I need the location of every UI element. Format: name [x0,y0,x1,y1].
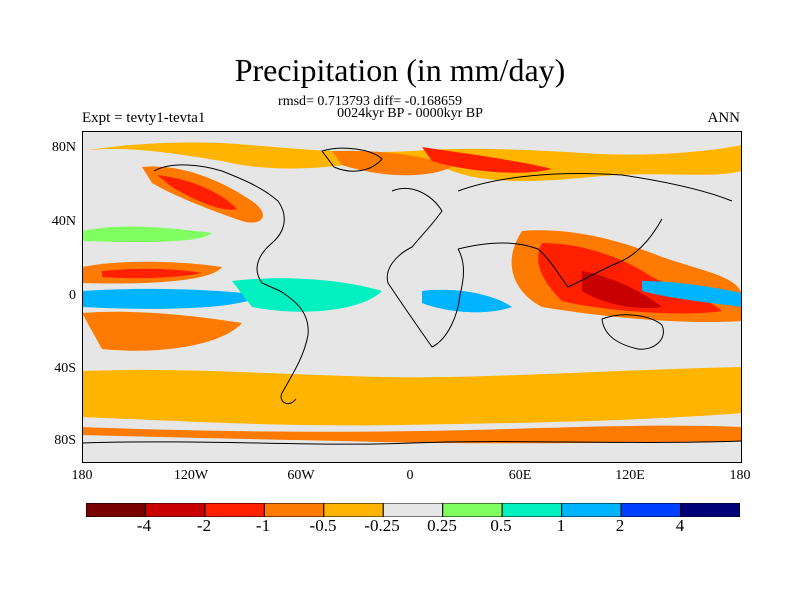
greenland-coastline [321,147,383,172]
colorbar-boxes [86,503,740,517]
map-title: Precipitation (in mm/day) [234,52,566,88]
precipitation-difference-map [82,131,742,463]
x-tick-label: 120W [173,468,209,483]
colorbar-box [442,503,503,517]
antarctica-coastline [82,440,742,445]
y-tick-label: 40N [51,214,76,229]
time-period: 0024kyr BP - 0000kyr BP [337,106,483,121]
colorbar-label: -0.5 [309,516,337,535]
rmsd-diff-stats: rmsd= 0.713793 diff= -0.168659 [278,94,462,109]
pacific-itcz-strong-decrease [102,268,202,279]
colorbar-box [144,503,206,517]
south-america-coastline [279,290,309,405]
colorbar-label: -1 [255,516,271,535]
colorbar-box [561,503,622,517]
colorbar-label: -2 [196,516,212,535]
colorbar-label: 2 [615,516,625,535]
greenland-decrease [332,150,452,176]
colorbar-box [263,503,325,517]
eurasia-coastline [457,173,733,288]
x-tick-label: 60E [508,468,532,483]
antarctic-margin-decrease [82,425,742,444]
x-tick-label: 120E [615,468,645,483]
west-pacific-increase [642,281,742,307]
colorbar-label: 0.25 [427,516,457,535]
colorbar-box [382,503,444,517]
colorbar-label: -0.25 [364,516,400,535]
colorbar-box [501,503,563,517]
canada-strong-decrease [157,175,237,210]
colorbar [86,503,740,517]
y-tick-label: 40S [54,361,76,376]
colorbar-label: -4 [136,516,152,535]
colorbar-box [86,503,146,517]
colorbar-box [620,503,682,517]
y-tick-label: 80S [54,433,76,448]
colorbar-box [204,503,265,517]
indian-ocean-west-increase [422,289,512,313]
colorbar-label: 4 [675,516,685,535]
precipitation-anomaly-fields [82,142,742,444]
maritime-continent-strong-decrease [582,271,662,309]
arctic-decrease [82,142,742,181]
north-america-coastline [153,164,285,292]
southern-ocean-decrease [82,367,742,426]
x-tick-label: 60W [287,468,315,483]
x-tick-label: 180 [71,468,93,483]
south-pacific-decrease [82,311,242,351]
colorbar-label: 0.5 [490,516,512,535]
australia-coastline [601,314,664,350]
colorbar-box [680,503,740,517]
africa-europe-coastline [386,188,464,348]
y-tick-label: 80N [51,140,76,155]
colorbar-box [323,503,384,517]
colorbar-label: 1 [556,516,566,535]
map-frame [82,131,742,463]
north-atlantic-decrease [422,147,552,173]
equatorial-pacific-increase [82,288,262,309]
coastlines [82,147,742,445]
x-tick-label: 180 [729,468,751,483]
north-pacific-increase [82,226,212,243]
x-tick-label: 0 [406,468,414,483]
experiment-label: Expt = tevty1-tevta1 [82,110,206,126]
season-label: ANN [707,110,741,126]
y-tick-label: 0 [69,288,76,303]
